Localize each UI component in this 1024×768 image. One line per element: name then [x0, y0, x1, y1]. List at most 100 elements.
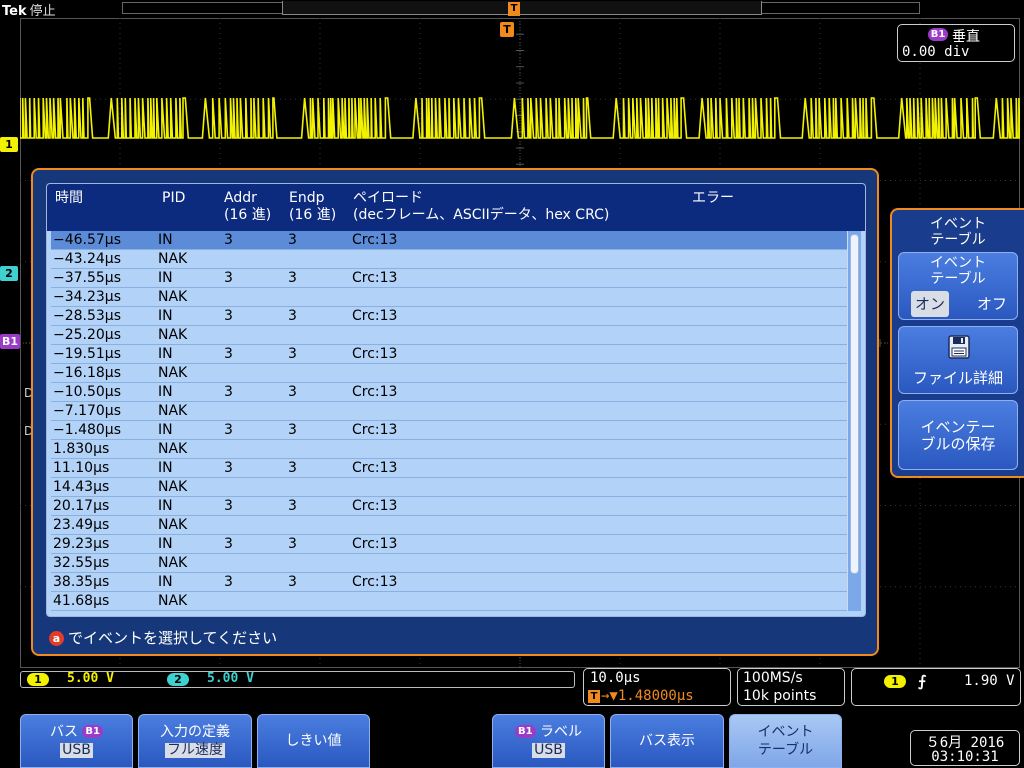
cell-pid: NAK: [158, 441, 188, 457]
col-endp-unit: (16 進): [289, 207, 337, 223]
status-row: 1 5.00 V 2 5.00 V 10.0µs T →▼1.48000µs 10…: [0, 668, 1024, 712]
col-addr: Addr (16 進): [224, 190, 271, 224]
cell-pid: NAK: [158, 555, 188, 571]
cell-time: −28.53µs: [53, 308, 122, 324]
table-row[interactable]: −1.480µs IN 3 3 Crc:13: [51, 421, 847, 440]
bus-b1-marker[interactable]: B1: [0, 334, 20, 349]
horizontal-readout[interactable]: 10.0µs T →▼1.48000µs: [583, 668, 731, 706]
col-payload-label: ペイロード: [353, 190, 423, 206]
cell-endp: 3: [288, 384, 297, 400]
table-row[interactable]: 1.830µs NAK: [51, 440, 847, 459]
threshold-button[interactable]: しきい値: [257, 714, 370, 768]
trigger-delay: T →▼1.48000µs: [588, 688, 694, 704]
table-row[interactable]: −34.23µs NAK: [51, 288, 847, 307]
bus-label-button[interactable]: B1 ラベル USB: [492, 714, 605, 768]
table-scrollbar[interactable]: [847, 231, 861, 611]
cell-pid: NAK: [158, 365, 188, 381]
cell-addr: 3: [224, 422, 233, 438]
bus-button-title: バス B1: [21, 724, 132, 741]
brand-logo: Tek 停止: [2, 0, 56, 19]
side-title-line2: テーブル: [930, 232, 986, 248]
event-table-window: 時間 PID Addr (16 進) Endp (16 進) ペイロード (decフレ…: [31, 168, 879, 656]
event-table-button[interactable]: イベント テーブル: [729, 714, 842, 768]
toggle-on-option[interactable]: オン: [911, 291, 949, 317]
table-row[interactable]: −19.51µs IN 3 3 Crc:13: [51, 345, 847, 364]
cell-payload: Crc:13: [352, 498, 398, 514]
cell-pid: NAK: [158, 403, 188, 419]
cell-time: −19.51µs: [53, 346, 122, 362]
col-error: エラー: [692, 190, 734, 206]
table-row[interactable]: −46.57µs IN 3 3 Crc:13: [51, 231, 847, 250]
table-row[interactable]: −43.24µs NAK: [51, 250, 847, 269]
date: ５6月 2016: [925, 735, 1005, 751]
cell-addr: 3: [224, 232, 233, 248]
table-row[interactable]: 11.10µs IN 3 3 Crc:13: [51, 459, 847, 478]
multipurpose-a-icon: a: [49, 631, 64, 646]
table-row[interactable]: 23.49µs NAK: [51, 516, 847, 535]
digital-marker: D: [24, 386, 34, 400]
bus-badge: B1: [82, 725, 104, 738]
cell-endp: 3: [288, 346, 297, 362]
file-detail-button[interactable]: ファイル詳細: [898, 326, 1018, 394]
table-row[interactable]: −16.18µs NAK: [51, 364, 847, 383]
hint-text: でイベントを選択してください: [68, 629, 278, 647]
vertical-label: 垂直: [952, 29, 980, 45]
ch2-marker[interactable]: 2: [0, 266, 18, 281]
file-detail-label: ファイル詳細: [912, 369, 1003, 387]
trigger-readout[interactable]: 1 ⨍ 1.90 V: [851, 668, 1021, 706]
cell-pid: IN: [158, 536, 173, 552]
define-inputs-button[interactable]: 入力の定義 フル速度: [138, 714, 252, 768]
cell-endp: 3: [288, 536, 297, 552]
cell-pid: IN: [158, 270, 173, 286]
cell-endp: 3: [288, 270, 297, 286]
save-event-table-button[interactable]: イベンテー ブルの保存: [898, 400, 1018, 470]
define-inputs-value-wrap: フル速度: [139, 742, 251, 759]
bus-badge: B1: [928, 28, 948, 41]
cell-pid: NAK: [158, 479, 188, 495]
table-row[interactable]: −25.20µs NAK: [51, 326, 847, 345]
cell-pid: IN: [158, 232, 173, 248]
event-table-toggle-button[interactable]: イベント テーブル オン オフ: [898, 252, 1018, 320]
cell-addr: 3: [224, 574, 233, 590]
ch1-waveform: [20, 97, 1020, 139]
table-row[interactable]: −10.50µs IN 3 3 Crc:13: [51, 383, 847, 402]
cell-time: −37.55µs: [53, 270, 122, 286]
ch1-marker[interactable]: 1: [0, 137, 18, 152]
cell-time: 32.55µs: [53, 555, 110, 571]
selection-hint: a でイベントを選択してください: [49, 627, 277, 648]
bus-display-label: バス表示: [639, 733, 695, 749]
record-view-window: [282, 1, 762, 15]
channel-scale-readout[interactable]: 1 5.00 V 2 5.00 V: [20, 671, 575, 688]
record-length: 10k points: [743, 688, 817, 704]
side-menu-title: イベント テーブル: [892, 216, 1024, 248]
save-event-table-label: イベンテー ブルの保存: [899, 419, 1017, 453]
cell-pid: IN: [158, 384, 173, 400]
cell-payload: Crc:13: [352, 308, 398, 324]
table-row[interactable]: −37.55µs IN 3 3 Crc:13: [51, 269, 847, 288]
table-row[interactable]: 32.55µs NAK: [51, 554, 847, 573]
table-row[interactable]: 20.17µs IN 3 3 Crc:13: [51, 497, 847, 516]
cell-pid: IN: [158, 498, 173, 514]
ch2-badge: 2: [167, 673, 189, 686]
scrollbar-thumb[interactable]: [850, 234, 859, 574]
table-row[interactable]: 38.35µs IN 3 3 Crc:13: [51, 573, 847, 592]
acquisition-readout[interactable]: 100MS/s 10k points: [737, 668, 845, 706]
cell-time: 14.43µs: [53, 479, 110, 495]
cell-time: −1.480µs: [53, 422, 122, 438]
table-row[interactable]: 41.68µs NAK: [51, 592, 847, 611]
cell-pid: IN: [158, 308, 173, 324]
bus-select-button[interactable]: バス B1 USB: [20, 714, 133, 768]
table-row[interactable]: −28.53µs IN 3 3 Crc:13: [51, 307, 847, 326]
horizontal-scale: 10.0µs: [590, 670, 641, 686]
table-body[interactable]: −46.57µs IN 3 3 Crc:13 −43.24µs NAK −37.55µs IN 3…: [51, 231, 851, 611]
cell-time: 11.10µs: [53, 460, 110, 476]
table-row[interactable]: −7.170µs NAK: [51, 402, 847, 421]
cell-addr: 3: [224, 308, 233, 324]
toggle-off-option[interactable]: オフ: [976, 295, 1007, 313]
table-row[interactable]: 14.43µs NAK: [51, 478, 847, 497]
cell-pid: NAK: [158, 517, 188, 533]
bus-display-button[interactable]: バス表示: [610, 714, 724, 768]
cell-payload: Crc:13: [352, 384, 398, 400]
label-text: ラベル: [540, 724, 583, 740]
table-row[interactable]: 29.23µs IN 3 3 Crc:13: [51, 535, 847, 554]
